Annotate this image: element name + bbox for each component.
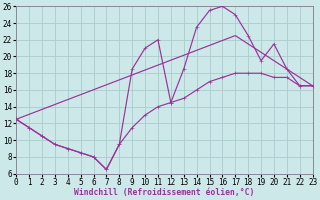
X-axis label: Windchill (Refroidissement éolien,°C): Windchill (Refroidissement éolien,°C)	[74, 188, 255, 197]
